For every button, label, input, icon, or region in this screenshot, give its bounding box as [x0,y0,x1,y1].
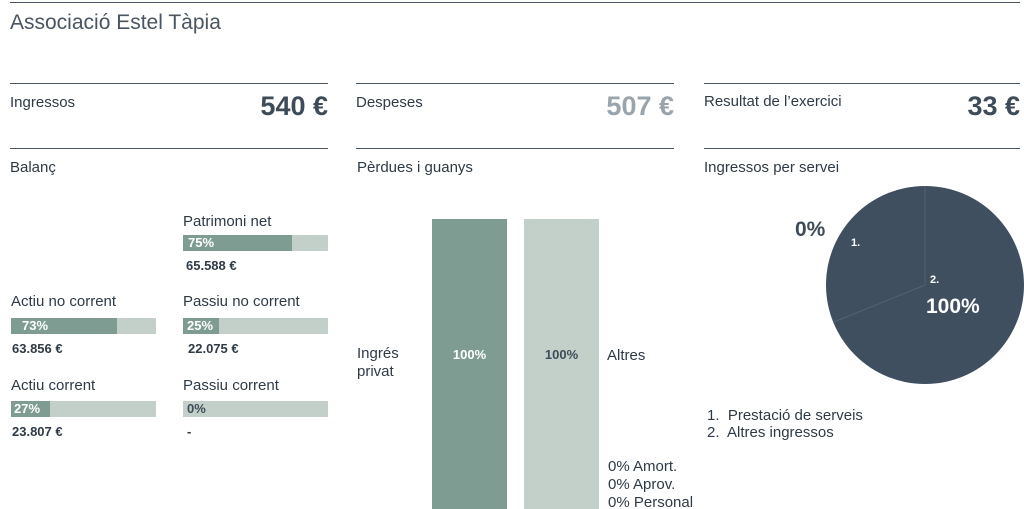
balance-amount-actiu-no-corrent: 63.856 € [12,341,63,356]
income-label: Ingressos [10,94,76,111]
balance-label-actiu-corrent: Actiu corrent [11,377,96,394]
pnl-expense-label: Altres [607,347,646,364]
section-rule-pnl [356,148,674,149]
pnl-income-label: Ingrés privat [357,345,399,380]
balance-bar-passiu-corrent: 0% [183,401,328,417]
pnl-personal: 0% Personal [608,494,694,509]
services-legend: 1. Prestació de serveis 2. Altres ingres… [707,407,863,441]
income-value: 540 € [260,91,328,121]
expenses-label: Despeses [356,94,423,111]
kpi-rule-income [10,83,328,84]
top-rule [10,2,1020,3]
balance-percent-actiu-corrent: 27% [14,401,41,416]
pie-slice-2-percent: 100% [926,295,980,318]
page-title: Associació Estel Tàpia [10,11,221,34]
kpi-rule-expenses [356,83,674,84]
pnl-other-expenses: 0% Amort. 0% Aprov. 0% Personal [608,458,693,509]
balance-bar-actiu-corrent: 27% [11,401,156,417]
balance-label-passiu-corrent: Passiu corrent [183,377,279,394]
kpi-rule-result [704,83,1020,84]
pie-divider-diagonal [833,284,926,323]
result-label: Resultat de l’exercici [704,93,842,110]
balance-percent-patrimoni-net: 75% [188,235,215,250]
balance-amount-patrimoni-net: 65.588 € [186,258,237,273]
balance-bar-passiu-no-corrent: 25% [183,318,328,334]
pnl-income-percent: 100% [452,347,487,362]
pnl-title: Pèrdues i guanys [357,159,473,176]
expenses-value: 507 € [606,91,674,121]
balance-label-passiu-no-corrent: Passiu no corrent [183,293,300,310]
bar-fill [183,235,292,251]
pnl-expense-column: 100% [524,219,599,509]
balance-amount-passiu-corrent: - [187,424,192,439]
pnl-income-column: 100% [432,219,507,509]
pnl-expense-percent: 100% [544,347,579,362]
balance-title: Balanç [10,159,56,176]
pnl-amort: 0% Amort. [608,458,678,475]
balance-percent-passiu-no-corrent: 25% [187,318,214,333]
balance-label-patrimoni-net: Patrimoni net [183,213,272,230]
pie-slice-1-number: 1. [851,237,860,249]
services-title: Ingressos per servei [704,159,840,176]
balance-bar-actiu-no-corrent: 73% [11,318,156,334]
services-pie-chart: 1. 2. 100% [826,186,1024,384]
bar-fill [11,401,51,417]
balance-amount-passiu-no-corrent: 22.075 € [188,341,239,356]
bar-fill [11,318,117,334]
legend-item-prestacio-serveis: 1. Prestació de serveis [707,407,863,424]
balance-label-actiu-no-corrent: Actiu no corrent [11,293,117,310]
bar-fill [183,318,220,334]
section-rule-balance [10,148,328,149]
pie-slice-1-percent: 0% [795,218,826,241]
balance-bar-patrimoni-net: 75% [183,235,328,251]
result-value: 33 € [967,91,1020,121]
balance-amount-actiu-corrent: 23.807 € [12,424,63,439]
balance-percent-actiu-no-corrent: 73% [22,318,49,333]
pnl-aprov: 0% Aprov. [608,476,676,493]
section-rule-services [704,148,1020,149]
balance-percent-passiu-corrent: 0% [187,401,206,416]
pie-slice-2-number: 2. [930,274,939,286]
legend-item-altres-ingressos: 2. Altres ingressos [707,424,834,441]
